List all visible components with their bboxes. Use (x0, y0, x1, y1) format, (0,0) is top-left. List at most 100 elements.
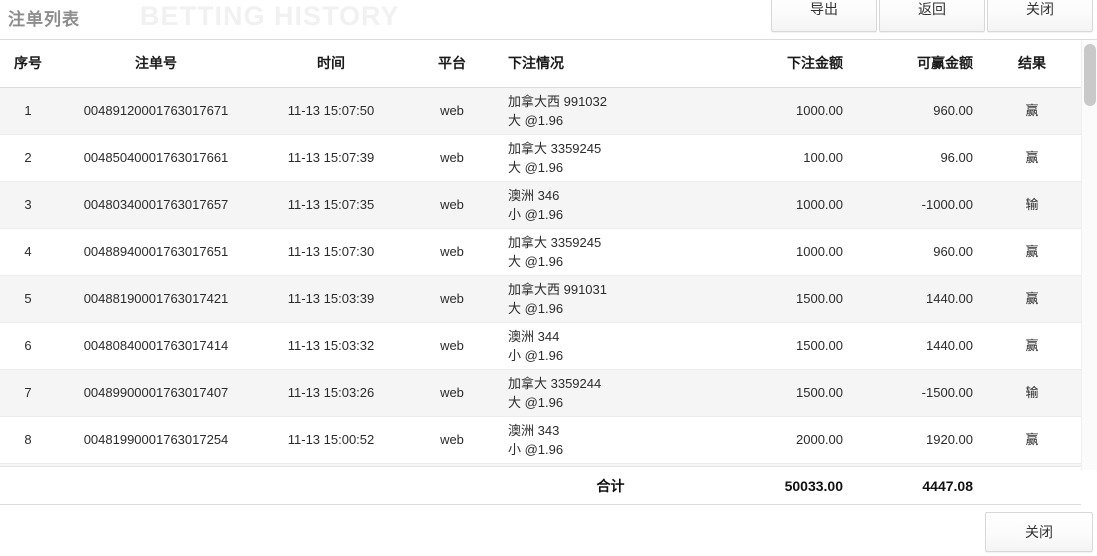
table-row[interactable]: 4 00488940001763017651 11-13 15:07:30 web 加拿… (0, 228, 1081, 276)
totals-row: 合计 50033.00 4447.08 (0, 467, 1081, 505)
cell-order-no: 00481990001763017254 (56, 416, 256, 464)
cell-payout: 1920.00 (853, 416, 983, 464)
cell-time: 11-13 15:00:52 (256, 416, 406, 464)
cell-platform: web (406, 181, 498, 229)
cell-platform: web (406, 87, 498, 135)
cell-payout: -1000.00 (853, 181, 983, 229)
bet-pick: 小 @1.96 (508, 347, 564, 363)
table-row[interactable]: 2 00485040001763017661 11-13 15:07:39 web 加拿… (0, 134, 1081, 182)
close-button-bottom[interactable]: 关闭 (985, 512, 1093, 552)
cell-order-no: 00489900001763017407 (56, 369, 256, 417)
orders-table-head: 序号 注单号 时间 平台 下注情况 下注金额 可赢金额 结果 (0, 40, 1081, 88)
export-button[interactable]: 导出 (771, 0, 877, 32)
totals-bar: 合计 50033.00 4447.08 (0, 466, 1081, 505)
totals-spacer-platform (406, 467, 498, 505)
cell-result: 输 (983, 369, 1081, 417)
cell-stake: 2000.00 (723, 416, 853, 464)
column-header-platform: 平台 (406, 40, 498, 88)
cell-index: 1 (0, 87, 56, 135)
cell-bet-detail: 加拿大 3359245 大 @1.96 (498, 134, 723, 182)
cell-order-no: 00480840001763017414 (56, 322, 256, 370)
table-header-row: 序号 注单号 时间 平台 下注情况 下注金额 可赢金额 结果 (0, 40, 1081, 88)
table-row[interactable]: 7 00489900001763017407 11-13 15:03:26 web 加拿… (0, 369, 1081, 417)
cell-order-no: 00489120001763017671 (56, 87, 256, 135)
bet-event: 澳洲 343 (508, 422, 560, 438)
cell-payout: 96.00 (853, 134, 983, 182)
totals-stake: 50033.00 (784, 478, 843, 494)
cell-platform: web (406, 228, 498, 276)
cell-result: 赢 (983, 228, 1081, 276)
cell-index: 8 (0, 416, 56, 464)
totals-label: 合计 (596, 478, 625, 494)
cell-index: 7 (0, 369, 56, 417)
bet-pick: 大 @1.96 (508, 159, 564, 175)
table-row[interactable]: 3 00480340001763017657 11-13 15:07:35 web 澳洲… (0, 181, 1081, 229)
cell-bet-detail: 加拿大 3359244 大 @1.96 (498, 369, 723, 417)
cell-bet-detail: 加拿大 3359245 大 @1.96 (498, 228, 723, 276)
cell-platform: web (406, 134, 498, 182)
cell-result: 赢 (983, 134, 1081, 182)
bet-pick: 大 @1.96 (508, 112, 564, 128)
cell-platform: web (406, 369, 498, 417)
cell-stake: 1000.00 (723, 87, 853, 135)
back-button[interactable]: 返回 (879, 0, 985, 32)
bet-pick: 小 @1.96 (508, 206, 564, 222)
cell-time: 11-13 15:03:32 (256, 322, 406, 370)
orders-table-body: 1 00489120001763017671 11-13 15:07:50 web 加拿… (0, 87, 1081, 470)
cell-platform: web (406, 275, 498, 323)
table-row[interactable]: 1 00489120001763017671 11-13 15:07:50 web 加拿… (0, 87, 1081, 135)
cell-bet-detail: 加拿大西 991031 大 @1.96 (498, 275, 723, 323)
watermark-text: BETTING HISTORY (140, 1, 400, 31)
column-header-result: 结果 (983, 40, 1081, 88)
bet-event: 澳洲 346 (508, 187, 560, 203)
bet-pick: 大 @1.96 (508, 300, 564, 316)
column-header-bet: 下注情况 (498, 40, 723, 88)
cell-time: 11-13 15:07:30 (256, 228, 406, 276)
close-button-top[interactable]: 关闭 (987, 0, 1093, 32)
bet-pick: 小 @1.96 (508, 441, 564, 457)
column-header-order: 注单号 (56, 40, 256, 88)
cell-order-no: 00485040001763017661 (56, 134, 256, 182)
totals-spacer-result (983, 467, 1081, 505)
cell-payout: 1440.00 (853, 322, 983, 370)
vertical-scrollbar[interactable] (1081, 40, 1097, 470)
totals-spacer-time (256, 467, 406, 505)
cell-payout: -1500.00 (853, 369, 983, 417)
cell-time: 11-13 15:03:39 (256, 275, 406, 323)
bet-event: 加拿大 3359245 (508, 234, 602, 250)
cell-result: 赢 (983, 322, 1081, 370)
cell-bet-detail: 澳洲 343 小 @1.96 (498, 416, 723, 464)
cell-stake: 1000.00 (723, 228, 853, 276)
table-row[interactable]: 6 00480840001763017414 11-13 15:03:32 web 澳洲… (0, 322, 1081, 370)
panel-header: 注单列表 BETTING HISTORY 导出 返回 关闭 (0, 0, 1097, 40)
cell-platform: web (406, 322, 498, 370)
cell-order-no: 00488190001763017421 (56, 275, 256, 323)
totals-spacer-order (56, 467, 256, 505)
cell-stake: 1500.00 (723, 369, 853, 417)
panel-footer: 关闭 (0, 506, 1097, 556)
page-title: 注单列表 (8, 10, 80, 29)
orders-scroll-area[interactable]: 序号 注单号 时间 平台 下注情况 下注金额 可赢金额 结果 1 00489120… (0, 40, 1097, 470)
cell-payout: 960.00 (853, 228, 983, 276)
cell-stake: 1500.00 (723, 322, 853, 370)
totals-spacer-index (0, 467, 56, 505)
cell-bet-detail: 澳洲 346 小 @1.96 (498, 181, 723, 229)
cell-bet-detail: 澳洲 344 小 @1.96 (498, 322, 723, 370)
header-button-group: 导出 返回 关闭 (771, 0, 1093, 32)
totals-table: 合计 50033.00 4447.08 (0, 467, 1081, 505)
cell-index: 5 (0, 275, 56, 323)
bet-pick: 大 @1.96 (508, 253, 564, 269)
column-header-payout: 可赢金额 (853, 40, 983, 88)
cell-index: 3 (0, 181, 56, 229)
cell-result: 赢 (983, 87, 1081, 135)
cell-payout: 1440.00 (853, 275, 983, 323)
scrollbar-thumb[interactable] (1084, 44, 1096, 106)
table-row[interactable]: 5 00488190001763017421 11-13 15:03:39 web 加拿… (0, 275, 1081, 323)
bet-event: 加拿大西 991031 (508, 281, 607, 297)
cell-time: 11-13 15:07:39 (256, 134, 406, 182)
cell-result: 输 (983, 181, 1081, 229)
cell-stake: 1000.00 (723, 181, 853, 229)
totals-payout: 4447.08 (922, 478, 973, 494)
table-row[interactable]: 8 00481990001763017254 11-13 15:00:52 web 澳洲… (0, 416, 1081, 464)
